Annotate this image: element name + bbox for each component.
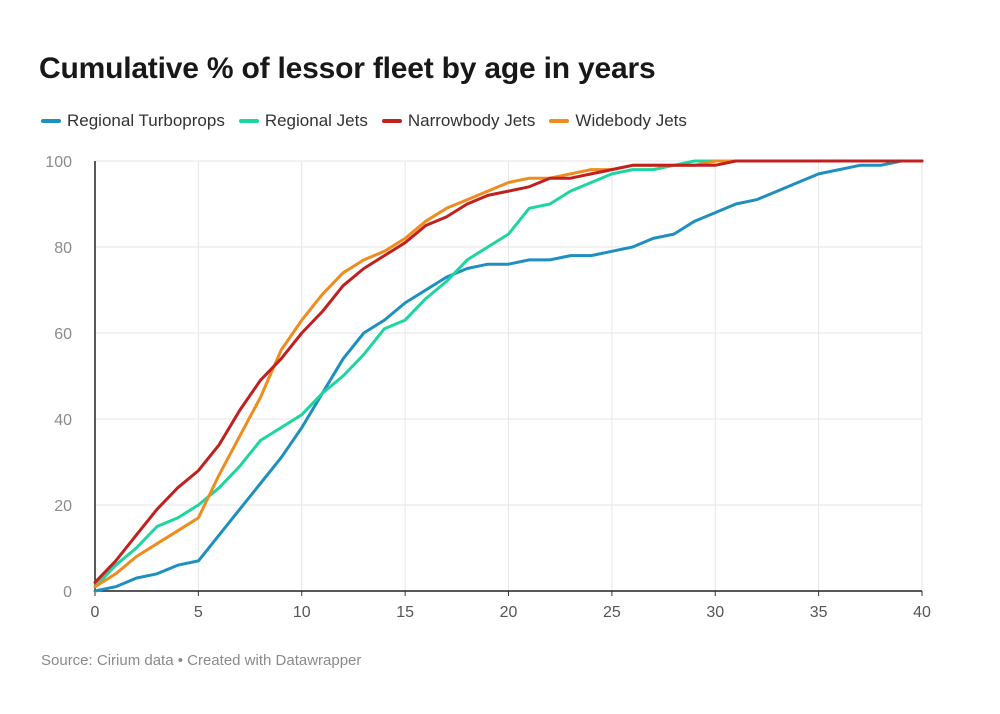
tick-labels: 0 20 40 60 80 100 0 5 10 15 20 25 30 35 40 bbox=[45, 154, 931, 621]
axes bbox=[94, 161, 923, 596]
x-tick-label: 15 bbox=[396, 604, 414, 621]
y-tick-label: 0 bbox=[63, 584, 72, 601]
legend-label-widebody-jets: Widebody Jets bbox=[575, 111, 687, 130]
x-tick-label: 30 bbox=[706, 604, 724, 621]
legend-label-regional-jets: Regional Jets bbox=[264, 111, 368, 130]
y-tick-label: 60 bbox=[54, 326, 72, 343]
legend-label-regional-turboprops: Regional Turboprops bbox=[67, 111, 225, 130]
x-tick-label: 35 bbox=[810, 604, 828, 621]
grid-lines bbox=[95, 160, 923, 591]
legend-label-narrowbody-jets: Narrowbody Jets bbox=[407, 111, 536, 130]
chart-legend: Regional Turboprops Regional Jets Narrow… bbox=[41, 111, 701, 131]
legend-item-narrowbody-jets: Narrowbody Jets bbox=[381, 111, 536, 131]
y-tick-label: 80 bbox=[54, 240, 72, 257]
legend-item-regional-turboprops: Regional Turboprops bbox=[41, 111, 225, 131]
chart-title: Cumulative % of lessor fleet by age in y… bbox=[39, 52, 656, 85]
x-tick-label: 5 bbox=[194, 604, 203, 621]
y-tick-label: 100 bbox=[45, 154, 72, 171]
source-note: Source: Cirium data • Created with Dataw… bbox=[41, 652, 362, 669]
series-line-narrowbody-jets bbox=[93, 159, 924, 584]
series-lines bbox=[93, 159, 924, 593]
series-line-regional-turboprops bbox=[93, 159, 924, 593]
legend-swatch-widebody-jets bbox=[549, 119, 570, 123]
x-tick-label: 40 bbox=[913, 604, 931, 621]
y-tick-label: 20 bbox=[54, 498, 72, 515]
legend-item-regional-jets: Regional Jets bbox=[238, 111, 368, 131]
x-tick-label: 20 bbox=[500, 604, 518, 621]
legend-item-widebody-jets: Widebody Jets bbox=[549, 111, 687, 131]
x-tick-label: 10 bbox=[293, 604, 311, 621]
legend-swatch-regional-turboprops bbox=[41, 119, 61, 123]
legend-swatch-regional-jets bbox=[238, 119, 259, 123]
x-tick-label: 0 bbox=[91, 604, 100, 621]
x-tick-label: 25 bbox=[603, 604, 621, 621]
legend-swatch-narrowbody-jets bbox=[381, 119, 402, 123]
y-tick-label: 40 bbox=[54, 412, 72, 429]
